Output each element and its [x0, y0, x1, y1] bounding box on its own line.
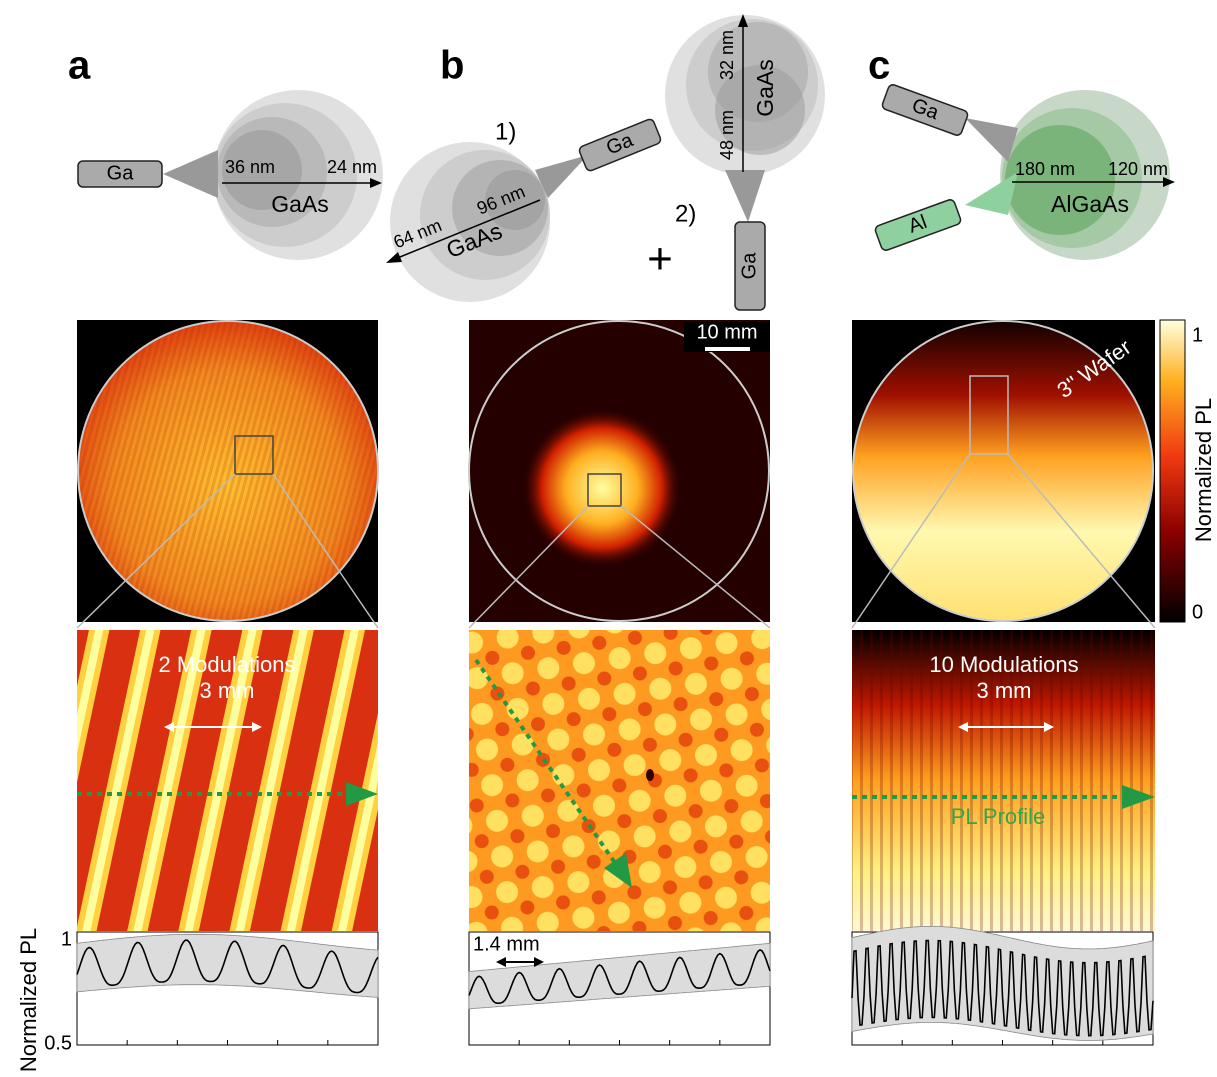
source: Ga	[738, 252, 760, 280]
figure: a b c Ga 36 nm 24 nm GaAs Ga 96 nm 64 nm…	[0, 0, 1217, 1077]
zoom-a: 2 Modulations 3 mm	[77, 630, 378, 931]
material: GaAs	[752, 59, 778, 117]
profiles: Normalized PL 1 0.5 1.4 mm	[16, 926, 1153, 1072]
step: 2)	[675, 200, 696, 227]
thickness: 180 nm	[1015, 159, 1075, 179]
panel-label: c	[868, 44, 890, 88]
panel-label: a	[68, 44, 91, 88]
zoom-c: 10 Modulations 3 mm PL Profile	[852, 630, 1155, 931]
thickness: 48 nm	[717, 110, 737, 160]
profile-tick: 0.5	[44, 1032, 72, 1054]
wafer-map-a	[77, 320, 378, 628]
scale-bar-label: 10 mm	[696, 321, 757, 343]
thickness: 32 nm	[717, 30, 737, 80]
profile-label: PL Profile	[951, 804, 1046, 829]
panel-label: b	[440, 44, 464, 88]
modulation-label: 10 Modulations	[929, 652, 1078, 677]
period-label: 1.4 mm	[473, 933, 540, 955]
wafer-map-b: 10 mm	[469, 320, 770, 628]
plus: +	[647, 235, 673, 284]
wafer-map-c: 3" Wafer	[852, 320, 1155, 628]
thickness: 36 nm	[225, 157, 275, 177]
modulation-label: 2 Modulations	[159, 652, 296, 677]
diagram-a: Ga 36 nm 24 nm GaAs	[78, 90, 383, 260]
step: 1)	[495, 118, 516, 145]
colorbar-label: Normalized PL	[1191, 398, 1216, 542]
thickness: 120 nm	[1108, 159, 1168, 179]
zoom-b	[469, 630, 770, 931]
scale-label: 3 mm	[200, 678, 255, 703]
profile-tick: 1	[61, 928, 72, 950]
material: GaAs	[271, 191, 329, 217]
colorbar: 1 0 Normalized PL	[1160, 320, 1216, 623]
scale-label: 3 mm	[977, 678, 1032, 703]
profile-axis-label: Normalized PL	[16, 928, 41, 1072]
colorbar-tick: 1	[1192, 324, 1203, 346]
colorbar-tick: 0	[1192, 601, 1203, 623]
material: AlGaAs	[1051, 191, 1129, 217]
source: Ga	[107, 162, 135, 184]
thickness: 24 nm	[327, 157, 377, 177]
diagram-c: Ga Al 180 nm 120 nm AlGaAs	[874, 83, 1175, 260]
